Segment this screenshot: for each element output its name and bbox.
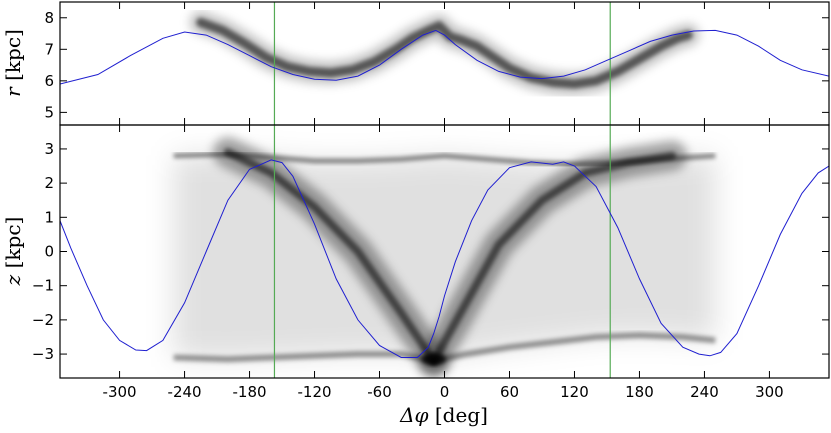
stream-arm-0-core	[223, 148, 438, 365]
x-axis-label-symbol: Δφ	[399, 403, 428, 427]
height-yticks: −3 −2 −1 0 1 2 3	[32, 140, 829, 363]
radius-xticks	[119, 2, 770, 125]
height-x-tick-label: 180	[625, 383, 654, 401]
height-x-tick-label: 240	[690, 383, 719, 401]
orbit-z	[60, 159, 829, 358]
height-y-tick-label: −2	[32, 311, 54, 329]
stream-density-z	[173, 137, 716, 376]
radius-ylabel-symbol: r	[1, 86, 25, 97]
x-axis-label: Δφ [deg]	[399, 403, 488, 427]
radius-y-tick-label: 7	[44, 40, 54, 58]
height-panel: −3 −2 −1 0 1 2 3 -300 -240 -180 -120 -60 0 60 120 180 2…	[1, 124, 830, 427]
height-xticks: -300 -240 -180 -120 -60 0 60 120 180 240 300	[103, 125, 784, 401]
height-x-tick-label: -120	[298, 383, 332, 401]
height-ylabel: z [kpc]	[1, 217, 25, 287]
x-axis-label-unit: [deg]	[435, 403, 488, 427]
height-x-tick-label: -300	[103, 383, 137, 401]
radius-yticks: 5 6 7 8	[44, 9, 829, 121]
height-ylabel-unit: [kpc]	[1, 217, 25, 269]
height-x-tick-label: -180	[233, 383, 267, 401]
height-x-tick-label: -60	[367, 383, 392, 401]
orbit-r	[60, 29, 829, 85]
radius-panel: 5 6 7 8 r [kpc]	[1, 1, 830, 126]
stream-progenitor	[421, 353, 446, 366]
height-y-tick-label: −1	[32, 277, 54, 295]
height-ylabel-symbol: z	[1, 274, 25, 286]
marker-lines-z	[273, 125, 611, 378]
height-x-tick-label: 120	[560, 383, 589, 401]
height-x-tick-label: -240	[168, 383, 202, 401]
height-x-tick-label: 300	[755, 383, 784, 401]
height-y-tick-label: 1	[44, 208, 54, 226]
marker-lines-r	[273, 2, 611, 125]
height-x-tick-label: 60	[500, 383, 519, 401]
radius-ylabel-unit: [kpc]	[1, 29, 25, 81]
orbit-r-line	[60, 29, 829, 85]
orbit-z-line	[60, 159, 829, 358]
height-x-tick-label: 0	[440, 383, 450, 401]
radius-ylabel: r [kpc]	[1, 29, 25, 97]
height-y-tick-label: 2	[44, 174, 54, 192]
stream-arm-1-core	[429, 151, 676, 365]
radius-y-tick-label: 8	[44, 9, 54, 27]
radius-y-tick-label: 5	[44, 103, 54, 121]
height-y-tick-label: 3	[44, 140, 54, 158]
radius-y-tick-label: 6	[44, 72, 54, 90]
height-y-tick-label: −3	[32, 345, 54, 363]
height-y-tick-label: 0	[44, 243, 54, 261]
